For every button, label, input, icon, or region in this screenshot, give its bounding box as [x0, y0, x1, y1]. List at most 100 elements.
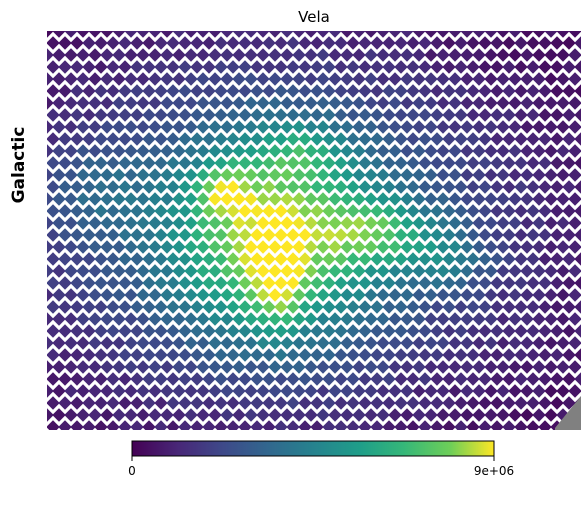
- heatmap-cell: [196, 384, 210, 398]
- heatmap-cell: [244, 192, 258, 206]
- heatmap-cell: [442, 132, 456, 146]
- heatmap-cell: [436, 120, 450, 134]
- heatmap-cell: [316, 48, 330, 62]
- heatmap-cell: [82, 36, 96, 50]
- heatmap-cell: [502, 372, 516, 386]
- heatmap-cell: [232, 48, 246, 62]
- heatmap-cell: [250, 300, 264, 314]
- heatmap-cell: [148, 288, 162, 302]
- heatmap-cell: [47, 264, 54, 278]
- heatmap-cell: [64, 72, 78, 86]
- heatmap-cell: [112, 336, 126, 350]
- heatmap-cell: [538, 36, 552, 50]
- heatmap-cell: [532, 48, 546, 62]
- heatmap-cell: [334, 36, 348, 50]
- heatmap-cell: [232, 360, 246, 374]
- heatmap-cell: [268, 192, 282, 206]
- heatmap-cell: [424, 48, 438, 62]
- heatmap-cell: [448, 360, 462, 374]
- heatmap-cell: [448, 216, 462, 230]
- heatmap-cell: [286, 60, 300, 74]
- heatmap-cell: [208, 192, 222, 206]
- heatmap-cell: [484, 264, 498, 278]
- heatmap-cell: [202, 60, 216, 74]
- heatmap-cell: [412, 144, 426, 158]
- heatmap-cell: [112, 120, 126, 134]
- heatmap-cell: [130, 204, 144, 218]
- heatmap-cell: [244, 216, 258, 230]
- heatmap-cell: [214, 324, 228, 338]
- heatmap-cell: [538, 228, 552, 242]
- heatmap-cell: [124, 240, 138, 254]
- heatmap-cell: [448, 336, 462, 350]
- heatmap-cell: [124, 72, 138, 86]
- heatmap-cell: [508, 216, 522, 230]
- heatmap-cell: [460, 216, 474, 230]
- heatmap-cell: [340, 31, 354, 38]
- heatmap-cell: [238, 84, 252, 98]
- heatmap-cell: [220, 144, 234, 158]
- heatmap-cell: [292, 312, 306, 326]
- heatmap-cell: [220, 120, 234, 134]
- heatmap-cell: [250, 108, 264, 122]
- heatmap-cell: [490, 132, 504, 146]
- heatmap-cell: [394, 300, 408, 314]
- heatmap-cell: [508, 192, 522, 206]
- heatmap-cell: [238, 228, 252, 242]
- heatmap-cell: [47, 276, 60, 290]
- heatmap-cell: [328, 384, 342, 398]
- heatmap-cell: [466, 252, 480, 266]
- heatmap-cell: [412, 360, 426, 374]
- heatmap-cell: [418, 396, 432, 410]
- heatmap-cell: [502, 324, 516, 338]
- heatmap-cell: [286, 204, 300, 218]
- heatmap-cell: [346, 132, 360, 146]
- heatmap-cell: [178, 348, 192, 362]
- heatmap-cell: [232, 216, 246, 230]
- heatmap-cell: [64, 144, 78, 158]
- heatmap-cell: [466, 36, 480, 50]
- heatmap-cell: [580, 144, 581, 158]
- heatmap-cell: [442, 180, 456, 194]
- heatmap-cell: [160, 72, 174, 86]
- heatmap-cell: [172, 408, 186, 422]
- heatmap-cell: [358, 60, 372, 74]
- heatmap-cell: [340, 144, 354, 158]
- heatmap-cell: [52, 96, 66, 110]
- heatmap-cell: [47, 156, 60, 170]
- heatmap-cell: [106, 348, 120, 362]
- heatmap-cell: [340, 168, 354, 182]
- heatmap-cell: [286, 300, 300, 314]
- heatmap-cell: [454, 252, 468, 266]
- heatmap-cell: [442, 204, 456, 218]
- heatmap-cell: [244, 144, 258, 158]
- heatmap-cell: [136, 144, 150, 158]
- heatmap-cell: [328, 336, 342, 350]
- heatmap-cell: [220, 360, 234, 374]
- heatmap-cell: [334, 228, 348, 242]
- heatmap-cell: [268, 384, 282, 398]
- heatmap-cell: [130, 108, 144, 122]
- heatmap-cell: [142, 324, 156, 338]
- heatmap-cell: [418, 84, 432, 98]
- heatmap-cell: [280, 72, 294, 86]
- heatmap-cell: [184, 144, 198, 158]
- heatmap-cell: [442, 420, 456, 430]
- heatmap-cell: [310, 132, 324, 146]
- heatmap-cell: [436, 72, 450, 86]
- heatmap-cell: [274, 204, 288, 218]
- heatmap-cell: [94, 180, 108, 194]
- heatmap-cell: [232, 31, 246, 38]
- heatmap-cell: [484, 144, 498, 158]
- heatmap-cell: [376, 72, 390, 86]
- heatmap-cell: [394, 228, 408, 242]
- heatmap-cell: [352, 360, 366, 374]
- heatmap-cell: [148, 216, 162, 230]
- heatmap-cell: [298, 180, 312, 194]
- heatmap-cell: [454, 276, 468, 290]
- heatmap-cell: [550, 132, 564, 146]
- heatmap-cell: [52, 336, 66, 350]
- heatmap-cell: [568, 240, 581, 254]
- heatmap-cell: [298, 372, 312, 386]
- heatmap-cell: [364, 360, 378, 374]
